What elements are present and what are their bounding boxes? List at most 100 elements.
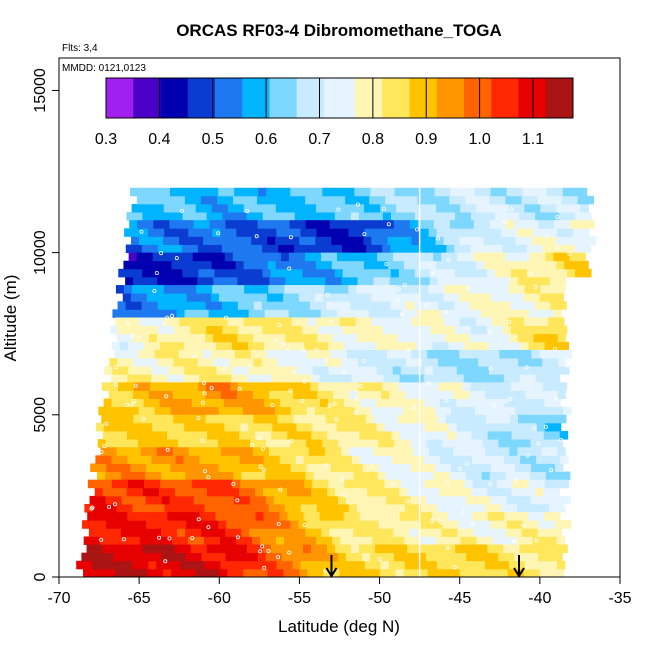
heatmap-cell: [166, 268, 175, 278]
heatmap-cell: [291, 203, 301, 213]
heatmap-cell: [515, 406, 524, 416]
heatmap-cell: [510, 301, 519, 310]
heatmap-cell: [189, 333, 198, 343]
heatmap-cell: [315, 236, 324, 245]
heatmap-cell: [441, 220, 451, 229]
heatmap-cell: [375, 512, 385, 521]
heatmap-cell: [256, 309, 266, 318]
heatmap-cell: [316, 285, 325, 294]
heatmap-cell: [189, 276, 198, 286]
sample-point: [400, 312, 405, 317]
heatmap-cell: [201, 495, 211, 505]
heatmap-cell: [252, 285, 261, 294]
heatmap-cell: [274, 187, 283, 197]
x-tick-label: -40: [528, 590, 551, 607]
heatmap-cell: [441, 471, 451, 481]
heatmap-cell: [190, 325, 199, 335]
heatmap-cell: [300, 560, 310, 570]
heatmap-cell: [367, 544, 376, 554]
heatmap-cell: [152, 366, 161, 375]
heatmap-cell: [322, 406, 332, 416]
heatmap-cell: [249, 471, 258, 481]
heatmap-cell: [455, 431, 464, 440]
heatmap-cell: [510, 268, 520, 278]
heatmap-cell: [154, 349, 164, 359]
heatmap-cell: [155, 260, 164, 270]
heatmap-cell: [352, 366, 362, 375]
heatmap-cell: [575, 212, 584, 221]
heatmap-cell: [445, 504, 454, 513]
colorbar-segment: [440, 78, 446, 118]
heatmap-cell: [161, 528, 170, 537]
heatmap-cell: [416, 309, 426, 318]
sample-point: [260, 446, 265, 451]
heatmap-cell: [177, 552, 186, 562]
heatmap-cell: [507, 317, 517, 327]
heatmap-cell: [302, 544, 312, 554]
heatmap-cell: [232, 309, 242, 318]
heatmap-cell: [443, 293, 452, 302]
heatmap-cell: [302, 244, 311, 254]
heatmap-cell: [169, 528, 178, 537]
heatmap-cell: [171, 203, 181, 213]
heatmap-cell: [348, 285, 357, 294]
heatmap-cell: [218, 406, 228, 416]
heatmap-cell: [218, 349, 228, 359]
samples-layer: [89, 202, 572, 573]
heatmap-cell: [355, 293, 364, 302]
heatmap-cell: [366, 382, 375, 391]
heatmap-cell: [195, 260, 204, 270]
heatmap-cell: [361, 471, 370, 481]
heatmap-cell: [418, 406, 428, 416]
sample-point: [287, 550, 292, 555]
heatmap-cell: [411, 260, 421, 270]
heatmap-cell: [470, 325, 480, 335]
heatmap-cell: [238, 382, 247, 391]
heatmap-cell: [222, 487, 232, 497]
sample-point: [159, 251, 164, 256]
sample-point: [429, 518, 434, 523]
heatmap-cell: [466, 552, 475, 562]
heatmap-cell: [97, 552, 106, 562]
heatmap-cell: [135, 455, 144, 464]
heatmap-cell: [396, 536, 405, 545]
heatmap-cell: [272, 252, 282, 262]
sample-point: [437, 518, 442, 523]
heatmap-cell: [427, 317, 437, 327]
heatmap-cell: [387, 293, 396, 302]
heatmap-cell: [454, 382, 463, 391]
heatmap-cell: [175, 374, 184, 383]
heatmap-cell: [466, 187, 475, 197]
sample-point: [139, 229, 144, 234]
sample-point: [549, 468, 554, 473]
heatmap-cell: [509, 447, 518, 456]
heatmap-cell: [498, 187, 508, 197]
heatmap-cell: [266, 187, 275, 197]
colorbar-segment: [277, 78, 282, 118]
x-tick-label: -55: [288, 590, 311, 607]
heatmap-cell: [263, 431, 272, 440]
heatmap-cell: [251, 260, 261, 270]
y-tick-label: 0: [32, 572, 49, 581]
heatmap-cell: [341, 358, 351, 367]
heatmap-cell: [310, 268, 320, 278]
heatmap-cell: [546, 220, 555, 229]
heatmap-cell: [484, 536, 493, 545]
heatmap-cell: [166, 544, 176, 554]
sample-point: [512, 539, 517, 544]
heatmap-cell: [201, 528, 210, 537]
heatmap-cell: [441, 195, 450, 205]
heatmap-cell: [400, 341, 409, 351]
heatmap-cell: [478, 244, 487, 254]
heatmap-cell: [461, 333, 470, 343]
sample-point: [152, 288, 157, 293]
heatmap-cell: [176, 422, 185, 432]
heatmap-cell: [449, 220, 459, 229]
heatmap-cell: [435, 568, 445, 578]
heatmap-cell: [159, 341, 169, 351]
heatmap-cell: [314, 406, 324, 416]
heatmap-cell: [284, 228, 293, 237]
heatmap-cell: [517, 447, 526, 456]
heatmap-cell: [134, 325, 143, 335]
heatmap-cell: [448, 398, 457, 408]
